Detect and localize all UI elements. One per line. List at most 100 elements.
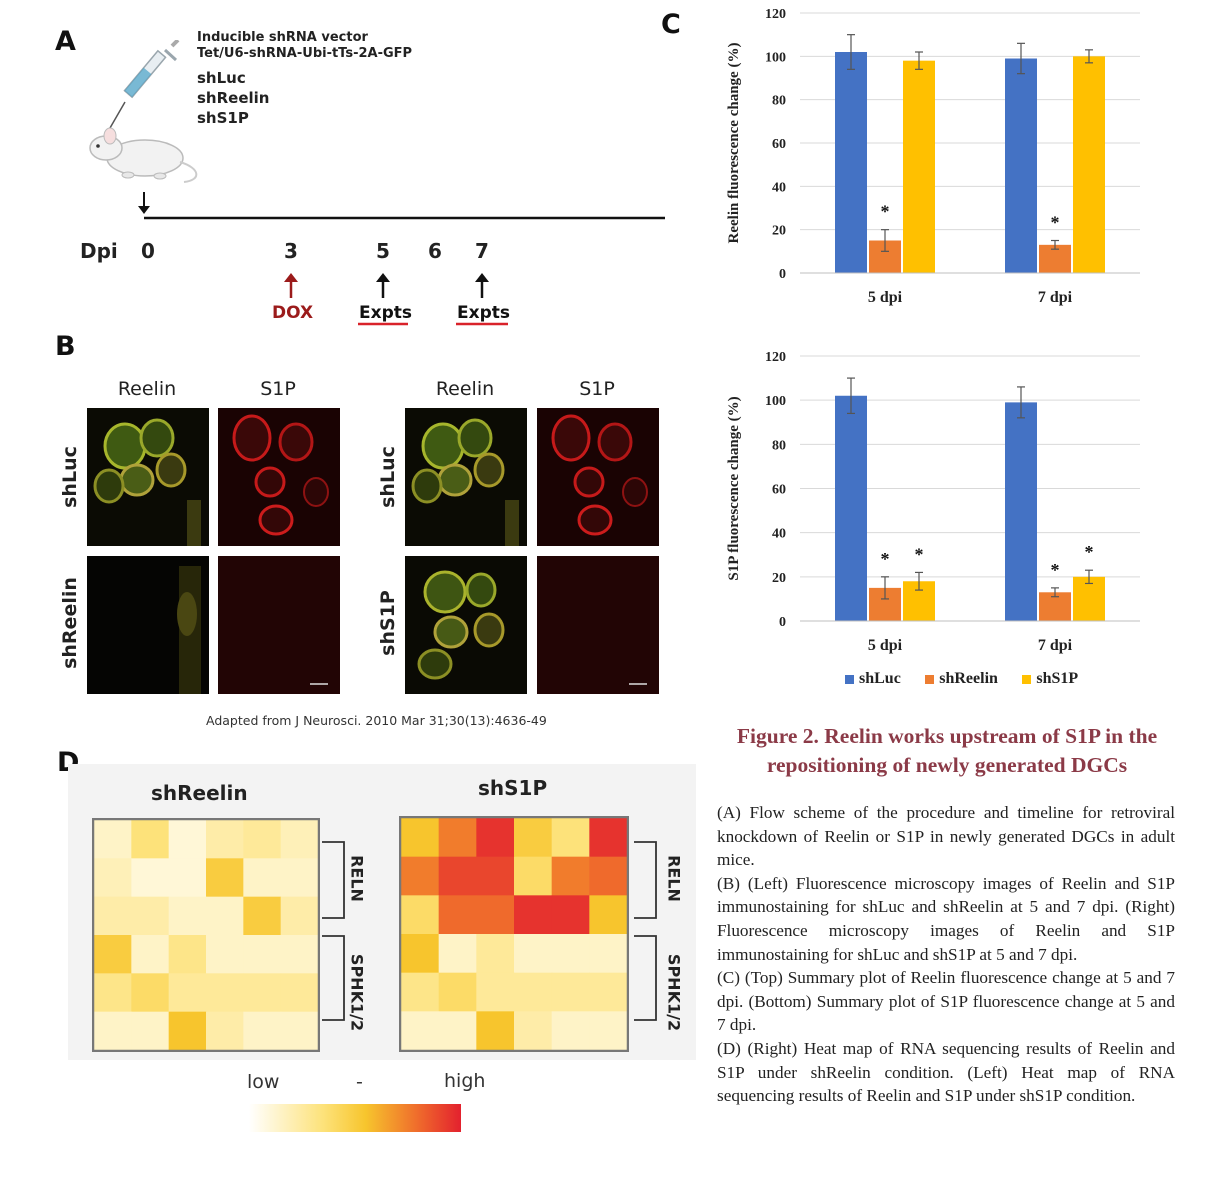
heatmap-cell <box>94 935 132 974</box>
heatmap-cell <box>589 895 628 935</box>
heatmap-cell <box>438 934 477 974</box>
group-label-sphk-right: SPHK1/2 <box>664 953 684 1032</box>
heatmap-cell <box>243 896 282 936</box>
dox-label: DOX <box>272 303 314 323</box>
heatmap-cell <box>206 973 244 1013</box>
reelin-fluorescence-chart: 0 20 40 60 80 100 120 Reelin fluorescence chang… <box>726 7 1140 306</box>
panel-label-a: A <box>55 26 76 57</box>
y-axis-label: Reelin fluorescence change (%) <box>726 43 742 244</box>
y-tick-label: 20 <box>772 571 786 586</box>
expts-arrow-icon-5 <box>376 273 390 298</box>
row-label-shluc-right: shLuc <box>377 446 399 508</box>
construct-list: shLuc shReelin shS1P <box>197 68 269 128</box>
caption-c: (C) (Top) Summary plot of Reelin fluores… <box>717 968 1175 1035</box>
heatmap-cell <box>589 856 628 896</box>
heatmap-cell <box>131 1011 170 1051</box>
heatmap-cell <box>438 818 477 858</box>
heatmap-shs1p <box>399 816 629 1052</box>
syringe-icon <box>109 40 180 129</box>
x-category-label: 5 dpi <box>868 637 903 654</box>
heatmap-cell <box>514 972 553 1012</box>
heatmap-cell <box>589 934 628 974</box>
down-arrow-icon <box>138 206 150 214</box>
y-tick-label: 0 <box>779 267 786 282</box>
construct-shs1p: shS1P <box>197 109 249 127</box>
timeline-markers <box>284 273 508 326</box>
heatmap-cell <box>168 935 207 974</box>
timeline-axis <box>138 192 665 220</box>
bar-shs1p-1 <box>1073 576 1105 621</box>
legend-swatch-shreelin <box>925 674 935 684</box>
construct-shreelin: shReelin <box>197 89 270 107</box>
heatmap-cell <box>476 1011 515 1051</box>
heatmap-title-shreelin: shReelin <box>151 781 248 805</box>
heatmap-cell <box>476 895 515 935</box>
bar-shs1p-1 <box>1073 56 1105 274</box>
significance-marker: * <box>1051 560 1060 580</box>
chart-legend: shLuc shReelin shS1P <box>845 670 1098 689</box>
heatmap-cell <box>401 972 440 1012</box>
caption-d: (D) (Right) Heat map of RNA sequencing r… <box>717 1038 1175 1106</box>
vector-description: Inducible shRNA vector Tet/U6-shRNA-Ubi-… <box>197 30 412 62</box>
heatmap-cell <box>94 858 132 898</box>
heatmap-cell <box>243 1011 282 1051</box>
micro-image-shluc-reelin-left <box>87 408 209 546</box>
heatmap-cell <box>206 1011 244 1051</box>
heatmap-cell <box>94 973 132 1013</box>
figure-caption: (A) Flow scheme of the procedure and tim… <box>717 801 1175 1108</box>
vector-title: Inducible shRNA vector <box>197 30 368 45</box>
heatmap-cell <box>438 856 477 896</box>
significance-marker: * <box>881 202 890 222</box>
heatmap-cell <box>131 820 170 859</box>
heatmap-cell <box>168 896 207 936</box>
heatmap-cell <box>551 856 590 896</box>
timepoint-6: 6 <box>428 239 442 263</box>
mouse-icon <box>89 127 198 183</box>
construct-shluc: shLuc <box>197 69 246 87</box>
heatmap-cell <box>401 934 440 974</box>
significance-marker: * <box>915 544 924 564</box>
row-label-shs1p: shS1P <box>377 590 399 656</box>
heatmap-cell <box>168 1011 207 1051</box>
heatmap-cell <box>476 972 515 1012</box>
heatmap-cell <box>131 973 170 1013</box>
heatmap-cell <box>514 856 553 896</box>
bar-shs1p-0 <box>903 60 935 273</box>
heatmap-cell <box>243 935 282 974</box>
heatmap-cell <box>206 896 244 936</box>
timepoint-0: 0 <box>141 239 155 263</box>
heatmap-cell <box>280 896 319 936</box>
caption-a: (A) Flow scheme of the procedure and tim… <box>717 803 1175 870</box>
y-tick-label: 120 <box>765 7 786 22</box>
y-tick-label: 100 <box>765 50 786 65</box>
mouse-injection-illustration <box>89 40 198 183</box>
legend-item-shs1p: shS1P <box>1022 670 1078 688</box>
heatmap-cell <box>401 895 440 935</box>
heatmap-cell <box>401 818 440 858</box>
heatmap-cell <box>438 1011 477 1051</box>
col-label-reelin-left: Reelin <box>117 378 177 400</box>
col-label-s1p-right: S1P <box>579 378 615 400</box>
caption-b: (B) (Left) Fluorescence microscopy image… <box>717 873 1175 964</box>
heatmap-cell <box>476 856 515 896</box>
heatmap-cell <box>401 1011 440 1051</box>
heatmap-cell <box>206 858 244 898</box>
heatmap-cell <box>168 973 207 1013</box>
heatmap-cell <box>589 1011 628 1051</box>
y-tick-label: 60 <box>772 137 786 152</box>
y-tick-label: 60 <box>772 483 786 498</box>
heatmap-cell <box>514 895 553 935</box>
col-label-s1p-left: S1P <box>260 378 296 400</box>
significance-marker: * <box>1051 213 1060 233</box>
figure-title: Figure 2. Reelin works upstream of S1P i… <box>736 724 1158 777</box>
heatmap-cell <box>206 820 244 859</box>
heatmap-cell <box>168 820 207 859</box>
y-tick-label: 40 <box>772 527 786 542</box>
bar-shluc-0 <box>835 395 867 621</box>
dpi-label: Dpi <box>80 239 118 263</box>
heatmap-cell <box>438 895 477 935</box>
heatmap-cell <box>476 818 515 858</box>
heatmap-border <box>399 816 629 1052</box>
significance-marker: * <box>1085 542 1094 562</box>
legend-label-shreelin: shReelin <box>939 670 998 687</box>
